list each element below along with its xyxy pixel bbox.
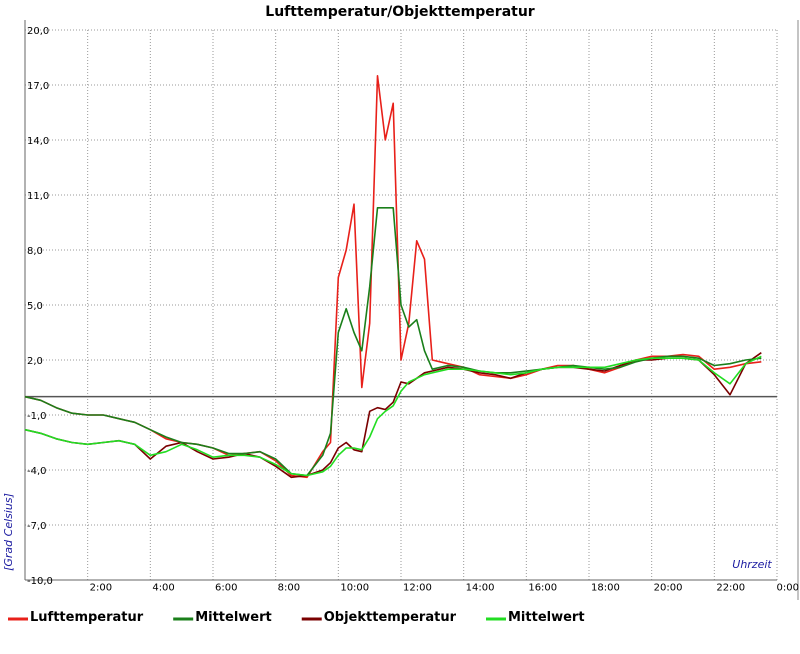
x-tick-label: 4:00 [152,582,174,593]
legend-text: Mittelwert [195,610,272,625]
series-line [24,352,762,479]
x-tick-label: 16:00 [528,582,557,593]
y-tick-label: 5,0 [27,301,43,312]
x-tick-label: 20:00 [654,582,683,593]
x-tick-label: 22:00 [716,582,745,593]
y-tick-label: 11,0 [27,191,49,202]
x-tick-label: 2:00 [90,582,112,593]
y-tick-label: -4,0 [27,466,47,477]
x-tick-label: 8:00 [278,582,300,593]
x-tick-label: 14:00 [466,582,495,593]
y-tick-label: 2,0 [27,356,43,367]
x-tick-label: 10:00 [340,582,369,593]
y-tick-label: 20,0 [27,26,49,37]
y-tick-label: -1,0 [27,411,47,422]
y-tick-label: 17,0 [27,81,49,92]
x-tick-label: 0:00 [777,582,799,593]
legend-text: Mittelwert [508,610,585,625]
y-tick-label: 8,0 [27,246,43,257]
legend-text: Lufttemperatur [30,610,144,625]
y-tick-label: 14,0 [27,136,49,147]
series-line [24,355,762,477]
y-tick-label: -10,0 [27,576,53,587]
series-line [24,207,762,477]
y-axis-label: [Grad Celsius] [2,493,15,571]
x-tick-label: 6:00 [215,582,237,593]
x-tick-label: 18:00 [591,582,620,593]
chart-title: Lufttemperatur/Objekttemperatur [265,4,535,20]
y-tick-label: -7,0 [27,521,47,532]
x-axis-label: Uhrzeit [732,558,772,571]
legend-text: Objekttemperatur [324,610,457,625]
x-tick-label: 12:00 [403,582,432,593]
